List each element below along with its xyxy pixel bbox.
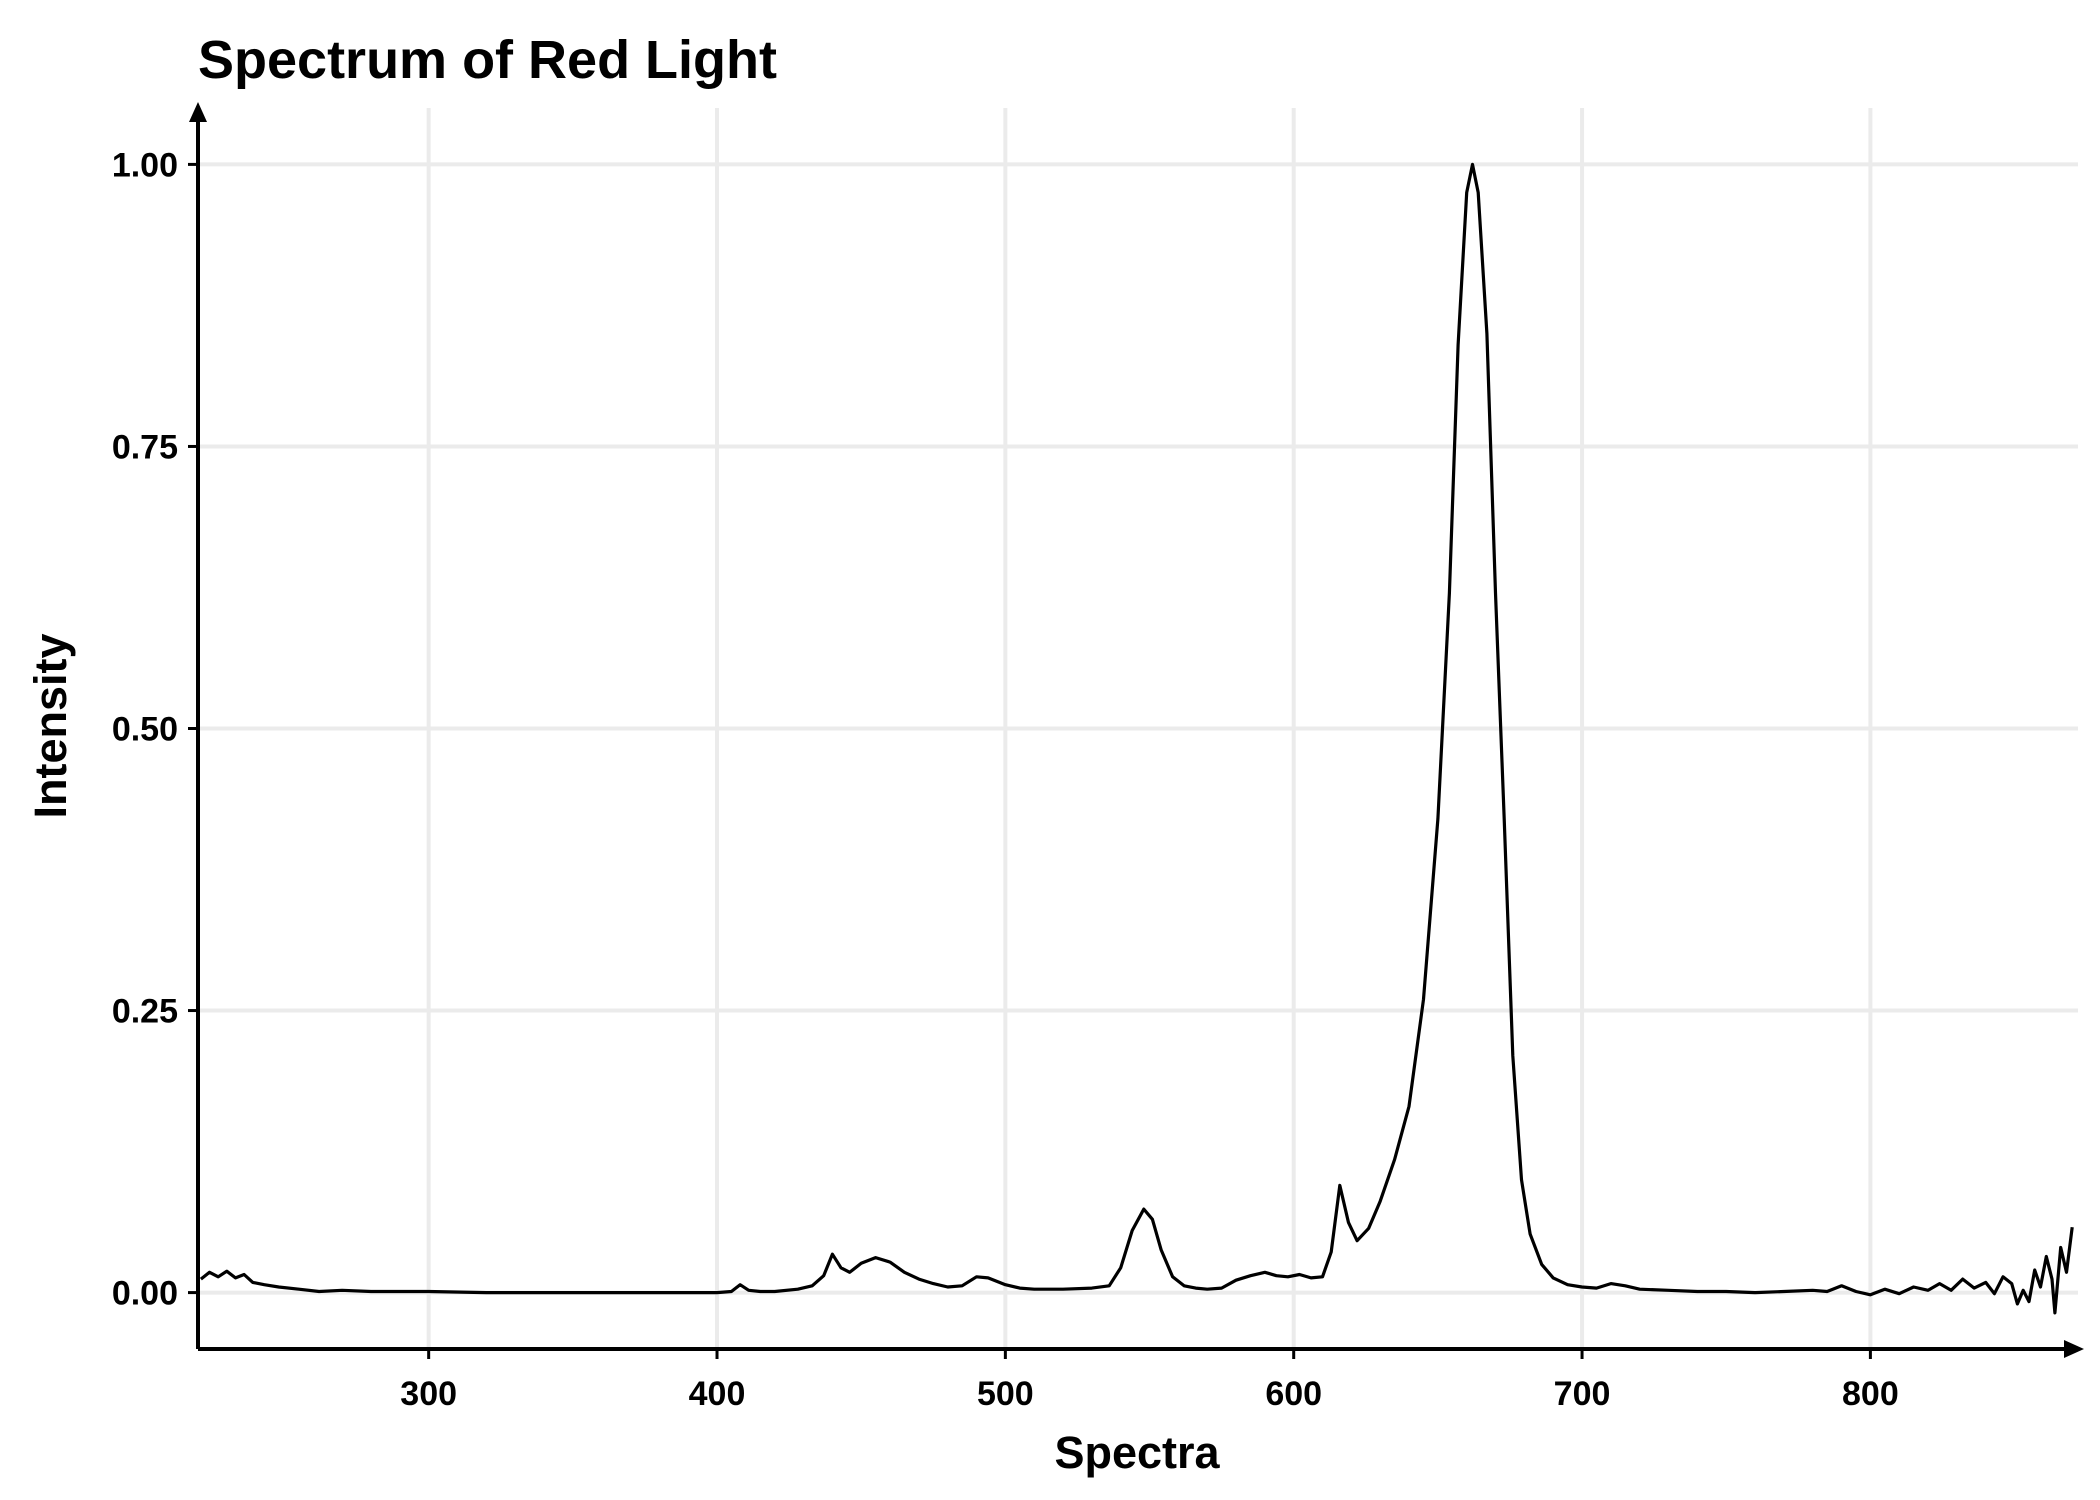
x-tick-label: 300 — [400, 1375, 457, 1413]
y-axis-ticks: 0.00 0.25 0.50 0.75 1.00 — [112, 146, 198, 1313]
y-tick-label: 0.25 — [112, 993, 178, 1031]
y-axis-title: Intensity — [25, 633, 76, 818]
x-tick-label: 400 — [689, 1375, 746, 1413]
y-gridlines — [198, 162, 2078, 1295]
x-tick-label: 700 — [1554, 1375, 1611, 1413]
y-tick-label: 1.00 — [112, 146, 178, 184]
y-tick-label: 0.00 — [112, 1275, 178, 1313]
x-axis-ticks: 300 400 500 600 700 800 — [400, 1349, 1899, 1413]
x-axis-title: Spectra — [1054, 1427, 1220, 1478]
y-axis-arrow — [189, 102, 207, 122]
y-tick-label: 0.75 — [112, 428, 178, 466]
y-tick-label: 0.50 — [112, 711, 178, 749]
x-tick-label: 800 — [1842, 1375, 1899, 1413]
x-tick-label: 600 — [1265, 1375, 1322, 1413]
spectrum-line — [199, 162, 2074, 1315]
x-axis-arrow — [2064, 1340, 2084, 1358]
x-tick-label: 500 — [977, 1375, 1034, 1413]
chart-title: Spectrum of Red Light — [198, 30, 777, 90]
